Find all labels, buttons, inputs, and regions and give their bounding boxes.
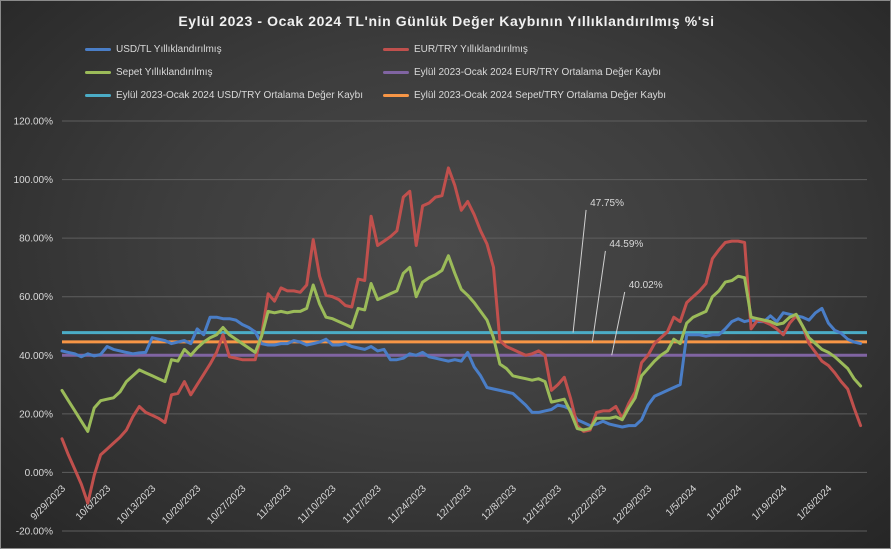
- x-tick-label: 11/3/2023: [255, 483, 294, 522]
- annotation-label: 44.59%: [609, 239, 643, 250]
- x-tick-label: 1/12/2024: [705, 483, 745, 523]
- legend-item-usd: USD/TL Yıllıklandırılmış: [85, 42, 383, 56]
- x-tick-label: 10/6/2023: [74, 483, 114, 523]
- legend-label-usd-avg: Eylül 2023-Ocak 2024 USD/TRY Ortalama De…: [116, 89, 363, 101]
- x-tick-label: 1/5/2024: [664, 483, 700, 519]
- legend-swatch-usd: [85, 47, 111, 51]
- annotation-leader-line: [591, 250, 606, 342]
- legend-item-sepet-avg: Eylül 2023-Ocak 2024 Sepet/TRY Ortalama …: [383, 88, 713, 102]
- x-tick-label: 12/22/2023: [566, 483, 609, 526]
- legend-item-sepet: Sepet Yıllıklandırılmış: [85, 65, 383, 79]
- y-tick-label: 100.00%: [14, 175, 54, 186]
- x-tick-label: 1/26/2024: [795, 483, 835, 523]
- annotation-label: 40.02%: [629, 280, 663, 291]
- x-tick-label: 11/10/2023: [296, 483, 339, 526]
- legend-swatch-sepet-avg: [383, 93, 409, 97]
- x-tick-label: 11/17/2023: [341, 483, 384, 526]
- x-tick-label: 12/15/2023: [521, 483, 564, 526]
- series-line-2: [60, 254, 863, 433]
- chart-title: Eylül 2023 - Ocak 2024 TL'nin Günlük Değ…: [178, 13, 715, 29]
- x-tick-label: 12/8/2023: [480, 483, 520, 523]
- series-line-0: [60, 306, 863, 429]
- y-tick-label: 40.00%: [19, 351, 53, 362]
- legend-label-eur: EUR/TRY Yıllıklandırılmış: [414, 43, 528, 55]
- chart-legend: USD/TL Yıllıklandırılmış EUR/TRY Yıllıkl…: [85, 42, 785, 102]
- y-tick-label: -20.00%: [16, 527, 53, 538]
- legend-swatch-sepet: [85, 70, 111, 74]
- legend-item-usd-avg: Eylül 2023-Ocak 2024 USD/TRY Ortalama De…: [85, 88, 383, 102]
- x-tick-label: 10/13/2023: [115, 483, 158, 526]
- x-tick-label: 1/19/2024: [750, 483, 790, 523]
- x-tick-label: 12/1/2023: [435, 483, 475, 523]
- legend-item-eur-avg: Eylül 2023-Ocak 2024 EUR/TRY Ortalama De…: [383, 65, 713, 79]
- legend-label-sepet: Sepet Yıllıklandırılmış: [116, 66, 213, 78]
- y-tick-label: 80.00%: [19, 234, 53, 245]
- x-tick-label: 10/27/2023: [205, 483, 248, 526]
- x-tick-label: 10/20/2023: [160, 483, 203, 526]
- legend-label-sepet-avg: Eylül 2023-Ocak 2024 Sepet/TRY Ortalama …: [414, 89, 666, 101]
- series-line-1: [60, 166, 863, 505]
- legend-swatch-eur-avg: [383, 70, 409, 74]
- y-tick-label: 120.00%: [14, 117, 54, 128]
- legend-item-eur: EUR/TRY Yıllıklandırılmış: [383, 42, 713, 56]
- annotation-leader-line: [572, 209, 587, 333]
- legend-swatch-eur: [383, 47, 409, 51]
- legend-label-eur-avg: Eylül 2023-Ocak 2024 EUR/TRY Ortalama De…: [414, 66, 661, 78]
- annotation-leader-line: [611, 291, 626, 356]
- x-tick-label: 11/24/2023: [386, 483, 429, 526]
- x-tick-label: 12/29/2023: [611, 483, 654, 526]
- y-tick-label: 0.00%: [25, 468, 53, 479]
- y-tick-label: 20.00%: [19, 409, 53, 420]
- legend-swatch-usd-avg: [85, 93, 111, 97]
- legend-label-usd: USD/TL Yıllıklandırılmış: [116, 43, 222, 55]
- y-tick-label: 60.00%: [19, 292, 53, 303]
- annotation-label: 47.75%: [590, 198, 624, 209]
- x-tick-label: 9/29/2023: [29, 483, 69, 523]
